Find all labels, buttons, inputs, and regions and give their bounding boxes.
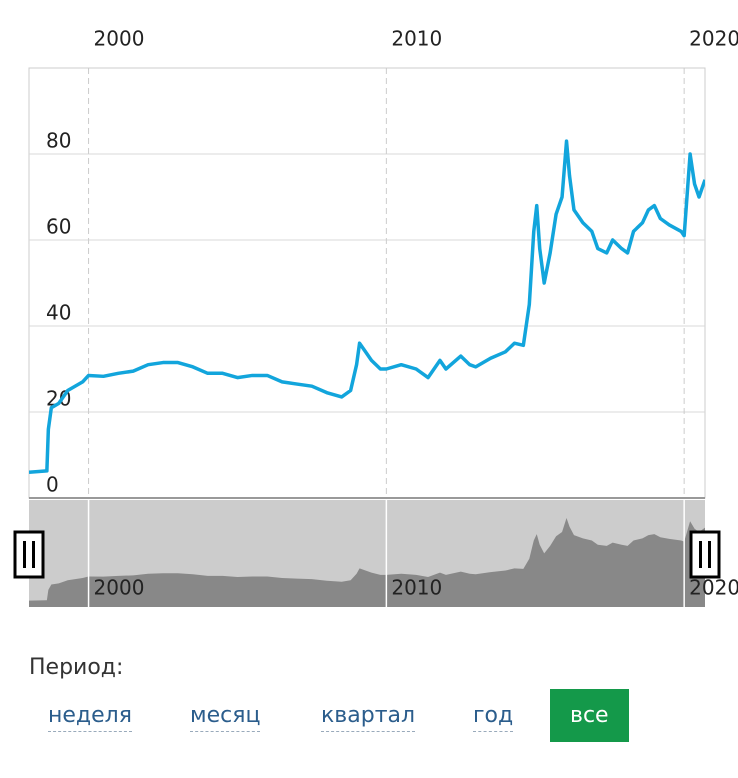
handle-grip: [699, 541, 702, 568]
period-option[interactable]: год: [473, 703, 514, 732]
navigator-handle[interactable]: [13, 530, 45, 579]
y-tick-label: 40: [46, 301, 71, 325]
period-option-text: неделя: [48, 703, 132, 732]
handle-grip: [23, 541, 26, 568]
handle-box: [689, 530, 721, 579]
handle-grip: [32, 541, 35, 568]
y-tick-label: 0: [46, 473, 59, 497]
plot-frame: [28, 67, 706, 499]
plot-area: [29, 139, 705, 474]
period-option[interactable]: неделя: [48, 703, 132, 732]
y-tick-label: 60: [46, 215, 71, 239]
period-option[interactable]: квартал: [321, 703, 416, 732]
navigator-handle[interactable]: [689, 530, 721, 579]
period-option-text: месяц: [190, 703, 261, 732]
period-option-text: все: [570, 703, 609, 728]
period-option[interactable]: все: [550, 689, 629, 742]
navigator-tick-label: 2020: [689, 576, 738, 600]
handle-box: [13, 530, 45, 579]
period-option[interactable]: месяц: [190, 703, 261, 732]
period-label: Период:: [29, 655, 124, 680]
period-option-text: квартал: [321, 703, 416, 732]
navigator-tick-label: 2000: [94, 576, 145, 600]
handle-grip: [708, 541, 711, 568]
y-tick-label: 80: [46, 129, 71, 153]
price-line: [29, 139, 705, 474]
navigator-tick-label: 2010: [391, 576, 442, 600]
navigator-area: [29, 518, 705, 607]
x-tick-label: 2000: [94, 27, 145, 51]
x-tick-label: 2010: [391, 27, 442, 51]
period-option-text: год: [473, 703, 514, 732]
x-tick-label: 2020: [689, 27, 738, 51]
